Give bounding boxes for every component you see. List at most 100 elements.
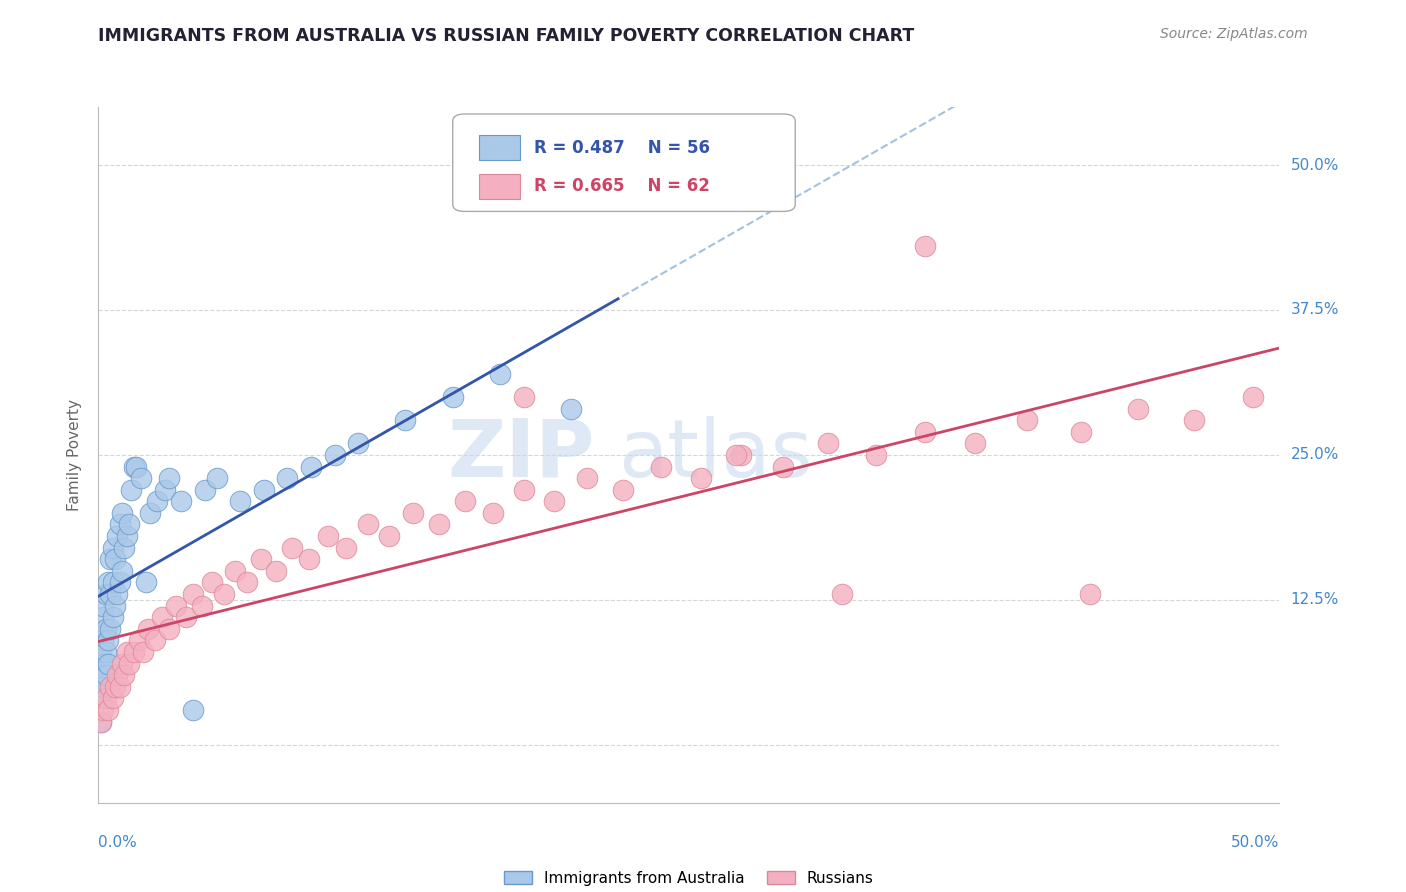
Point [1080, 587, 1102, 601]
Point [91, 633, 114, 648]
Point [112, 668, 135, 682]
Point [97, 633, 120, 648]
Point [90, 668, 112, 682]
Point [97, 703, 120, 717]
Point [229, 494, 252, 508]
Point [97, 657, 120, 671]
Point [112, 541, 135, 555]
Point [560, 401, 582, 416]
Point [191, 599, 214, 613]
Point [118, 657, 141, 671]
Point [323, 448, 346, 462]
Point [101, 541, 124, 555]
Point [772, 459, 794, 474]
Point [1015, 413, 1038, 427]
Point [91, 680, 114, 694]
Point [115, 645, 138, 659]
Point [90, 645, 112, 659]
Point [91, 599, 114, 613]
Point [401, 506, 423, 520]
Point [122, 645, 145, 659]
Point [94, 645, 117, 659]
Point [108, 517, 131, 532]
FancyBboxPatch shape [478, 174, 520, 199]
Y-axis label: Family Poverty: Family Poverty [67, 399, 83, 511]
Point [105, 668, 128, 682]
Point [101, 691, 124, 706]
Point [90, 691, 112, 706]
Text: Source: ZipAtlas.com: Source: ZipAtlas.com [1160, 27, 1308, 41]
Point [276, 471, 298, 485]
Text: 12.5%: 12.5% [1291, 592, 1339, 607]
Point [236, 575, 259, 590]
Point [118, 517, 141, 532]
Point [914, 425, 936, 439]
Point [101, 610, 124, 624]
Point [394, 413, 416, 427]
Point [194, 483, 217, 497]
Point [378, 529, 401, 543]
Point [865, 448, 887, 462]
Point [250, 552, 273, 566]
Text: 50.0%: 50.0% [1291, 158, 1339, 172]
Point [316, 529, 339, 543]
Text: R = 0.487    N = 56: R = 0.487 N = 56 [534, 138, 710, 157]
Point [512, 390, 534, 404]
Point [136, 622, 159, 636]
Point [201, 575, 224, 590]
Point [612, 483, 634, 497]
Point [105, 529, 128, 543]
Point [94, 622, 117, 636]
Point [650, 459, 672, 474]
Point [299, 459, 322, 474]
Point [128, 633, 150, 648]
Point [689, 471, 711, 485]
Point [253, 483, 276, 497]
Point [1184, 413, 1206, 427]
Point [357, 517, 380, 532]
Point [212, 587, 235, 601]
Point [108, 680, 131, 694]
FancyBboxPatch shape [453, 114, 796, 211]
Point [543, 494, 565, 508]
Point [730, 448, 752, 462]
Text: 37.5%: 37.5% [1291, 302, 1339, 318]
Point [157, 471, 180, 485]
Point [108, 575, 131, 590]
Point [98, 680, 121, 694]
Point [205, 471, 228, 485]
Point [1070, 425, 1092, 439]
Point [111, 657, 134, 671]
Point [1243, 390, 1265, 404]
Point [576, 471, 599, 485]
Point [1126, 401, 1149, 416]
Point [132, 645, 155, 659]
Point [143, 633, 166, 648]
Point [94, 587, 117, 601]
Point [98, 552, 121, 566]
Point [98, 622, 121, 636]
Point [122, 459, 145, 474]
Point [125, 459, 148, 474]
Point [150, 610, 173, 624]
Point [489, 367, 512, 381]
Text: 0.0%: 0.0% [98, 836, 138, 850]
Point [90, 714, 112, 729]
Point [104, 680, 127, 694]
Point [139, 506, 162, 520]
FancyBboxPatch shape [478, 136, 520, 161]
Point [914, 239, 936, 253]
Point [281, 541, 304, 555]
Point [98, 587, 121, 601]
Point [97, 575, 120, 590]
Point [91, 657, 114, 671]
Text: 50.0%: 50.0% [1232, 836, 1279, 850]
Point [104, 552, 127, 566]
Point [91, 703, 114, 717]
Point [104, 599, 127, 613]
Point [111, 506, 134, 520]
Point [441, 390, 464, 404]
Point [482, 506, 505, 520]
Text: 25.0%: 25.0% [1291, 448, 1339, 462]
Point [298, 552, 321, 566]
